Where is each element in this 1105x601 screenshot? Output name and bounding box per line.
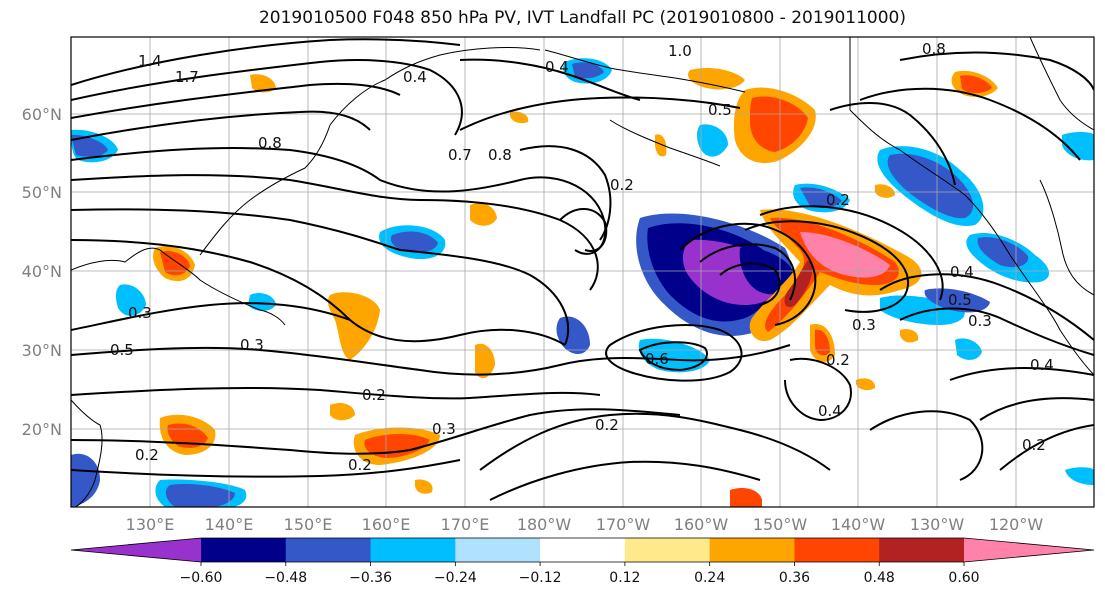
lat-label: 20°N [22,420,62,439]
contour-label: 0.4 [545,58,569,76]
lat-label: 50°N [22,183,62,202]
colorbar: −0.60 −0.48 −0.36 −0.24 −0.12 0.12 0.24 0.36 0.4… [70,537,1095,586]
lon-label: 170°E [441,515,490,534]
lon-label: 130°W [910,515,965,534]
contour-label: 0.2 [135,446,159,464]
colorbar-segment [285,538,372,562]
contour-label: 0.4 [818,402,842,420]
colorbar-tick-label: −0.36 [349,570,392,586]
colorbar-extend-min [71,538,201,562]
lon-label: 140°E [205,515,254,534]
contour-label-group: 1.4 1.7 0.8 1.0 0.8 0.5 0.4 0.7 0.8 0.2 … [110,40,1054,474]
contour-label: 0.8 [258,134,282,152]
lat-label: 40°N [22,262,62,281]
colorbar-tick-label: 0.36 [779,570,810,586]
graticule [71,37,1094,507]
colorbar-tick-label: 0.48 [864,570,895,586]
lon-label: 140°W [831,515,886,534]
colorbar-tick-label: −0.48 [264,570,307,586]
lon-label: 170°W [596,515,651,534]
colorbar-segment [455,538,541,562]
contour-label: 0.8 [488,146,512,164]
lon-label: 130°E [126,515,175,534]
contour-label: 0.4 [1030,356,1054,374]
contour-label: 0.5 [708,101,732,119]
contour-label: 0.2 [348,456,372,474]
contour-label: 0.2 [362,386,386,404]
contour-label: 0.6 [645,350,669,368]
contour-label: 1.0 [668,42,692,60]
colorbar-segment [624,538,711,562]
pv-contours [71,38,1094,501]
colorbar-segment [709,538,795,562]
contour-label: 1.7 [175,68,199,86]
colorbar-tick-label: 0.24 [694,570,725,586]
lon-label: 150°E [284,515,333,534]
colorbar-tick-label: 0.60 [948,570,979,586]
lat-label: 60°N [22,105,62,124]
colorbar-tick-label: 0.12 [609,570,640,586]
colorbar-tick-label: −0.12 [519,570,562,586]
contour-label: 0.2 [595,416,619,434]
contour-label: 0.3 [852,316,876,334]
contour-label: 0.3 [128,304,152,322]
contour-label: 0.7 [448,146,472,164]
coastlines [71,37,1094,507]
colorbar-segment [794,538,880,562]
colorbar-segment [370,538,456,562]
longitude-labels: 130°E 140°E 150°E 160°E 170°E 180°W 170°… [126,515,1044,534]
contour-label: 0.8 [922,40,946,58]
lon-label: 150°W [753,515,808,534]
map-frame [70,36,1095,508]
lon-label: 180°W [517,515,572,534]
contour-label: 0.3 [240,336,264,354]
colorbar-segment [879,538,965,562]
contour-label: 0.5 [948,291,972,309]
contour-label: 0.2 [610,176,634,194]
colorbar-extend-max [964,538,1094,562]
contour-label: 0.2 [826,351,850,369]
contour-label: 0.3 [432,420,456,438]
lon-label: 160°E [362,515,411,534]
contour-label: 0.3 [968,312,992,330]
colorbar-segment [540,538,626,562]
contour-label: 0.4 [950,263,974,281]
contour-label: 1.4 [138,52,162,70]
colorbar-tick-label: −0.60 [180,570,223,586]
colorbar-segment [201,538,287,562]
contour-label: 0.2 [1022,436,1046,454]
contour-label: 0.2 [826,191,850,209]
map-title: 2019010500 F048 850 hPa PV, IVT Landfall… [258,8,906,28]
contour-label: 0.4 [403,68,427,86]
lon-label: 120°W [989,515,1044,534]
colorbar-tick-label: −0.24 [434,570,477,586]
contour-label: 0.5 [110,341,134,359]
lon-label: 160°W [674,515,729,534]
latitude-labels: 60°N 50°N 40°N 30°N 20°N [22,105,62,439]
lat-label: 30°N [22,341,62,360]
